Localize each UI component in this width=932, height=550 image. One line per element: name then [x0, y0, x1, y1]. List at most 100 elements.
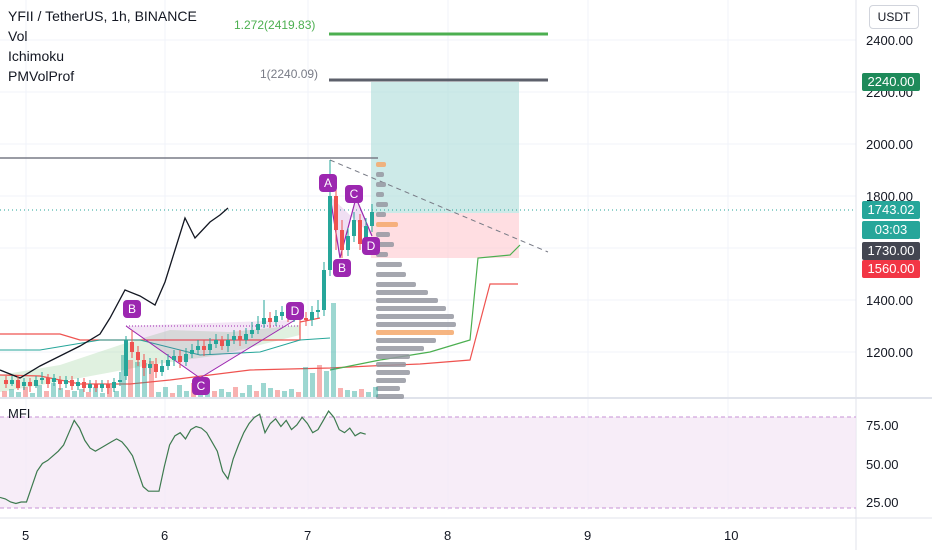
volume-bar — [219, 389, 224, 397]
candle-body — [328, 196, 332, 270]
volume-bar — [268, 388, 273, 397]
volume-profile-bar — [376, 330, 454, 335]
volume-bar — [296, 392, 301, 397]
candle-body — [202, 346, 206, 350]
candle-body — [34, 380, 38, 386]
mfi-axis-tick: 25.00 — [866, 495, 899, 510]
volume-profile-bar — [376, 338, 436, 343]
candle-body — [232, 336, 236, 340]
candle-body — [16, 380, 20, 388]
ichimoku-span-a — [329, 244, 521, 371]
volume-profile-bar — [376, 172, 384, 177]
pattern-label-d-left[interactable]: D — [286, 302, 304, 320]
volume-bar — [86, 392, 91, 397]
candle-body — [142, 360, 146, 368]
volume-bar — [310, 373, 315, 397]
volume-bar — [233, 387, 238, 397]
time-axis-tick: 8 — [444, 528, 451, 543]
candle-body — [160, 366, 164, 372]
time-axis-tick: 7 — [304, 528, 311, 543]
candle-body — [184, 354, 188, 362]
volume-profile-bar — [376, 306, 446, 311]
candle-body — [28, 382, 32, 386]
candle-body — [196, 346, 200, 350]
pattern-label-c-right[interactable]: C — [345, 185, 363, 203]
candle-body — [58, 380, 62, 384]
candle-body — [322, 270, 326, 310]
candle-body — [244, 334, 248, 340]
candle-body — [82, 382, 86, 388]
volume-bar — [226, 392, 231, 397]
ichimoku-lagging-span — [0, 207, 229, 379]
volume-bar — [338, 388, 343, 397]
candle-body — [100, 384, 104, 388]
volume-bar — [331, 303, 336, 397]
candle-body — [304, 318, 308, 320]
target-price-tag: 2240.00 — [862, 73, 920, 91]
legend-indicator-pmvolprof[interactable]: PMVolProf — [8, 68, 75, 84]
volume-bar — [261, 383, 266, 397]
candle-body — [346, 236, 350, 250]
currency-button[interactable]: USDT — [869, 5, 919, 29]
volume-profile-bar — [376, 242, 394, 247]
pattern-label-b-left[interactable]: B — [123, 300, 141, 318]
price-axis-tick: 1200.00 — [866, 345, 913, 360]
candle-body — [4, 380, 8, 384]
legend-indicator-vol[interactable]: Vol — [8, 28, 28, 44]
current-price-tag: 1743.02 — [862, 201, 920, 219]
legend-title[interactable]: YFII / TetherUS, 1h, BINANCE — [8, 8, 197, 24]
candle-body — [178, 356, 182, 362]
candle-body — [262, 318, 266, 324]
mfi-axis-tick: 50.00 — [866, 457, 899, 472]
time-axis-tick: 10 — [724, 528, 738, 543]
volume-bar — [100, 393, 105, 397]
pattern-label-b-right[interactable]: B — [333, 259, 351, 277]
volume-bar — [16, 392, 21, 397]
pattern-label-c-left[interactable]: C — [192, 377, 210, 395]
volume-profile-bar — [376, 262, 402, 267]
candle-body — [310, 312, 314, 320]
volume-bar — [366, 392, 371, 397]
candle-body — [70, 380, 74, 386]
price-axis-tick: 2400.00 — [866, 33, 913, 48]
candle-body — [172, 356, 176, 360]
candle-body — [358, 220, 362, 244]
volume-bar — [79, 389, 84, 397]
volume-profile-bar — [376, 362, 406, 367]
volume-profile-bar — [376, 232, 390, 237]
pattern-label-d-right[interactable]: D — [362, 237, 380, 255]
candle-body — [340, 230, 344, 250]
candle-body — [136, 352, 140, 360]
volume-profile-bar — [376, 322, 456, 327]
candle-body — [46, 378, 50, 384]
volume-bar — [275, 390, 280, 397]
volume-bar — [9, 389, 14, 397]
volume-bar — [303, 367, 308, 397]
volume-bar — [135, 362, 140, 397]
mfi-legend[interactable]: MFI — [8, 406, 31, 421]
volume-profile-bar — [376, 394, 404, 399]
time-axis-tick: 9 — [584, 528, 591, 543]
pattern-label-a-right[interactable]: A — [319, 174, 337, 192]
candle-body — [214, 340, 218, 344]
volume-bar — [254, 391, 259, 397]
volume-profile-bar — [376, 272, 406, 277]
mfi-axis-tick: 75.00 — [866, 418, 899, 433]
candle-body — [220, 340, 224, 346]
stop-price-tag: 1560.00 — [862, 260, 920, 278]
volume-bar — [282, 391, 287, 397]
volume-profile-bar — [376, 386, 400, 391]
volume-bar — [177, 385, 182, 397]
candle-body — [280, 312, 284, 316]
candle-body — [64, 380, 68, 384]
volume-bar — [121, 355, 126, 397]
legend-indicator-ichimoku[interactable]: Ichimoku — [8, 48, 65, 64]
volume-bar — [345, 390, 350, 397]
time-axis-tick: 6 — [161, 528, 168, 543]
candle-body — [352, 220, 356, 236]
entry-price-tag: 1730.00 — [862, 242, 920, 260]
volume-bar — [163, 387, 168, 397]
candle-body — [316, 310, 320, 312]
chart-legend: YFII / TetherUS, 1h, BINANCE Vol Ichimok… — [8, 6, 197, 86]
